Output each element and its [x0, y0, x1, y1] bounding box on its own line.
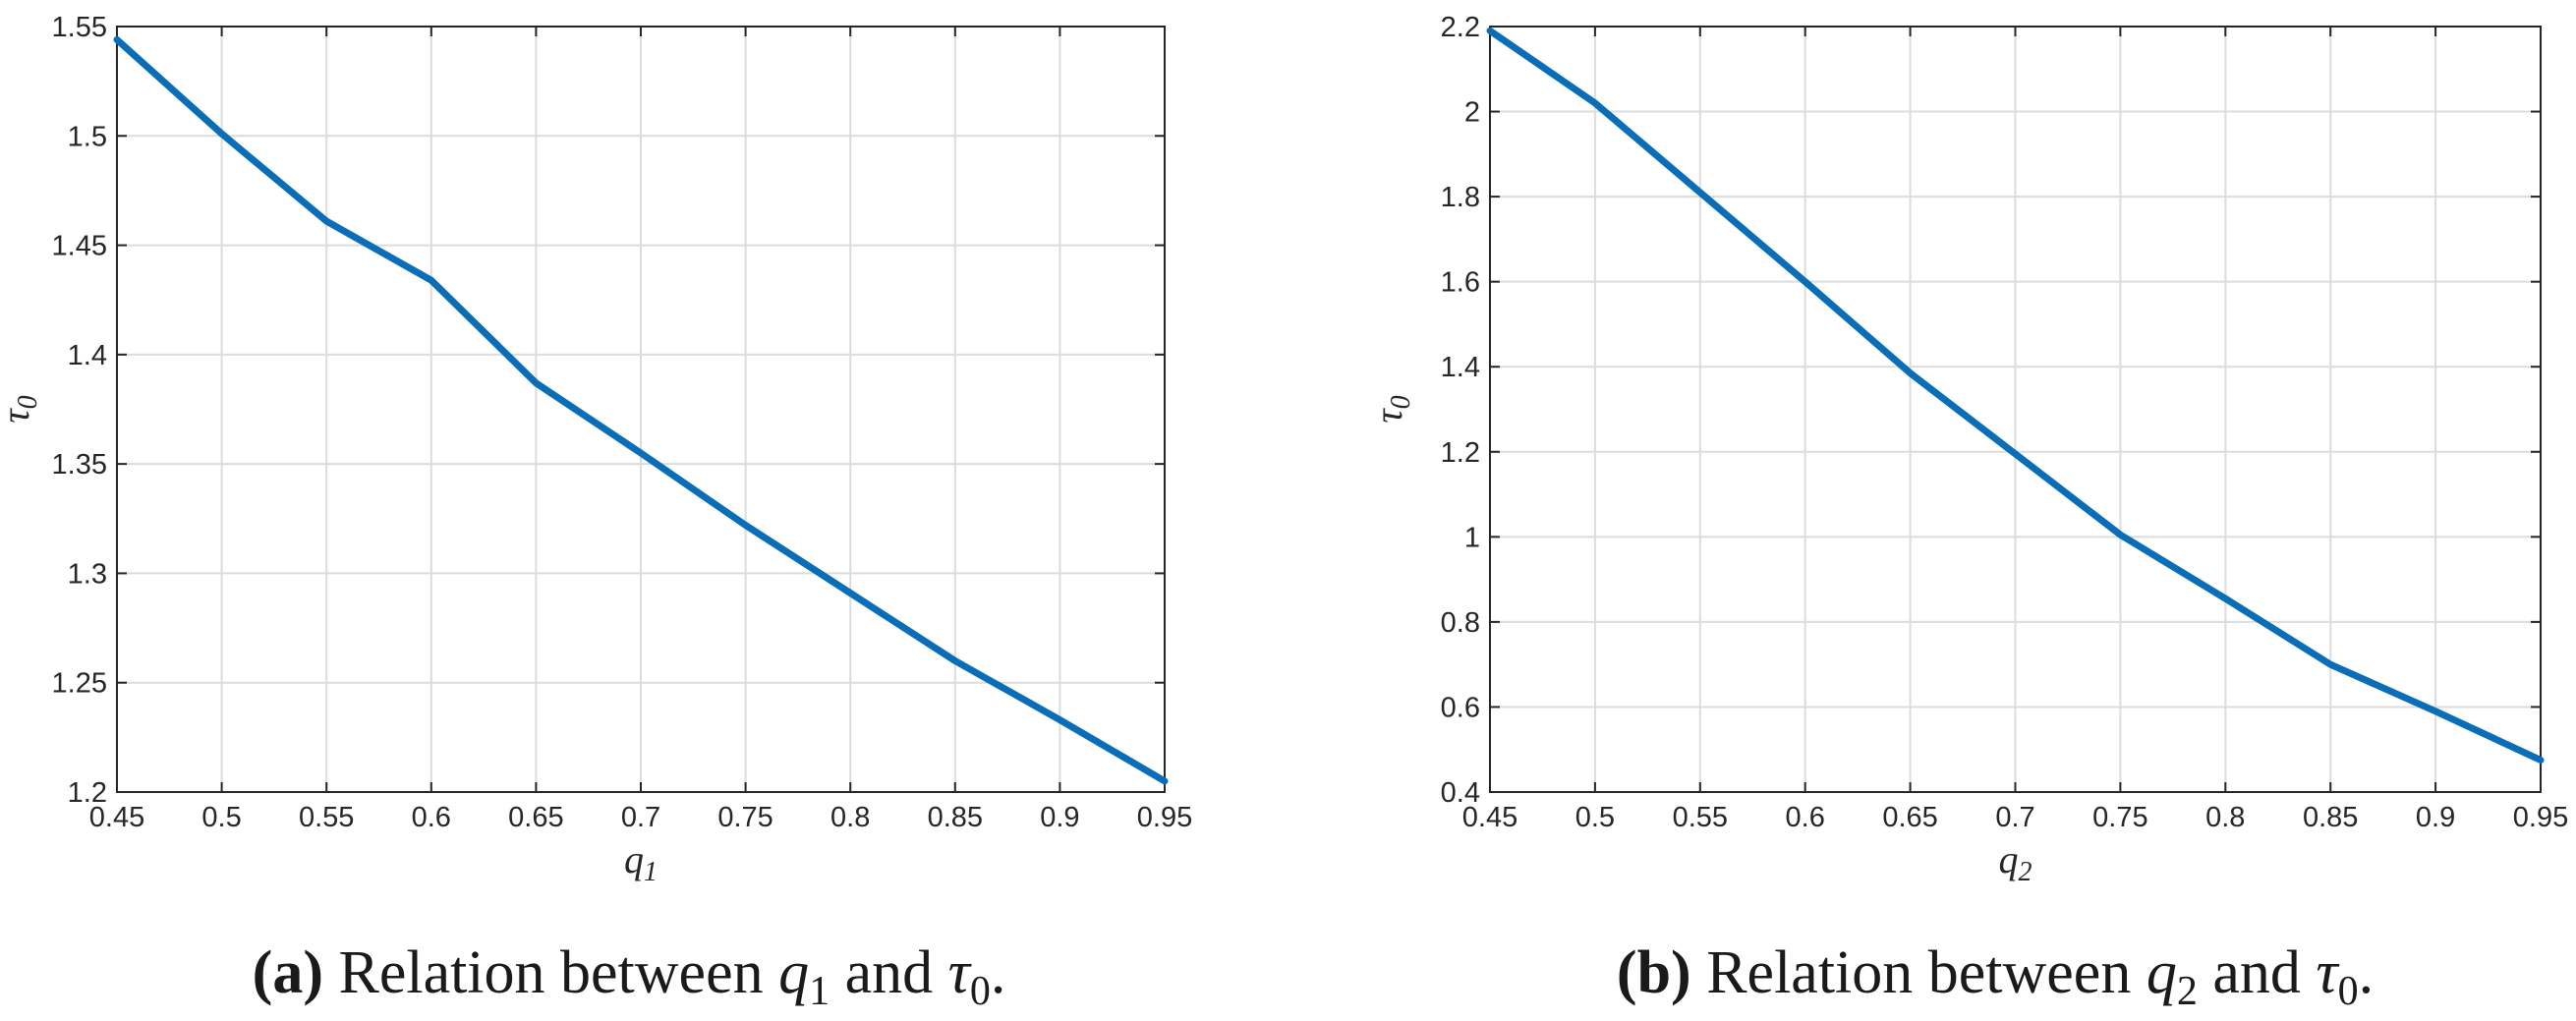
caption-var-sub: 2: [2177, 969, 2198, 1014]
x-tick-label: 0.65: [508, 802, 563, 833]
x-tick-label: 0.5: [1575, 802, 1615, 833]
x-tick-label: 0.55: [1673, 802, 1728, 833]
y-tick-label: 1.6: [1441, 267, 1480, 299]
x-tick-labels: 0.45 0.5 0.55 0.6 0.65 0.7 0.75 0.8 0.85 0.9 0.95: [89, 802, 1192, 833]
chart-panel-a: 0.45 0.5 0.55 0.6 0.65 0.7 0.75 0.8 0.85 0.9 0.95 …: [0, 12, 1192, 1018]
x-tick-label: 0.65: [1882, 802, 1937, 833]
y-tick-labels: 0.4 0.6 0.8 1 1.2 1.4 1.6 1.8 2 2.2: [1441, 12, 1480, 809]
y-tick-label: 1.2: [1441, 437, 1480, 469]
y-tick-label: 1: [1464, 522, 1480, 553]
x-tick-labels: 0.45 0.5 0.55 0.6 0.65 0.7 0.75 0.8 0.85 0.9 0.95: [1462, 802, 2568, 833]
y-tick-label: 1.4: [68, 340, 107, 371]
caption-b: (b) Relation between q2 and τ0.: [1617, 939, 2374, 1018]
x-tick-label: 0.95: [1137, 802, 1192, 833]
y-tick-label: 1.5: [68, 121, 107, 152]
x-axis-label-sub: 1: [644, 857, 658, 887]
grid-lines: [1489, 26, 2542, 793]
chart-panel-b: 0.45 0.5 0.55 0.6 0.65 0.7 0.75 0.8 0.85 0.9 0.95 …: [1366, 12, 2568, 1018]
caption-middle: and: [2212, 939, 2301, 1006]
x-tick-label: 0.75: [2092, 802, 2147, 833]
x-tick-label: 0.85: [2303, 802, 2358, 833]
series-line: [1486, 27, 2545, 764]
x-axis-label-sub: 2: [2019, 857, 2032, 887]
x-tick-label: 0.6: [412, 802, 451, 833]
y-tick-label: 1.2: [68, 777, 107, 809]
tick-marks: [116, 26, 1166, 793]
x-tick-label: 0.9: [1040, 802, 1079, 833]
y-tick-label: 1.35: [52, 449, 107, 481]
y-tick-label: 0.4: [1441, 777, 1480, 809]
y-tick-label: 1.25: [52, 668, 107, 700]
x-axis-label-var: q: [624, 837, 644, 881]
caption-end: .: [2359, 939, 2375, 1006]
x-tick-label: 0.9: [2416, 802, 2455, 833]
caption-var2-sub: 0: [970, 969, 991, 1014]
caption-text: Relation between: [1706, 939, 2131, 1006]
caption-end: .: [991, 939, 1006, 1006]
tick-marks: [1489, 26, 2542, 793]
y-tick-label: 0.6: [1441, 692, 1480, 723]
y-tick-label: 2.2: [1441, 12, 1480, 43]
caption-middle: and: [845, 939, 934, 1006]
x-tick-label: 0.7: [1995, 802, 2034, 833]
caption-label: (a): [253, 939, 323, 1006]
caption-a: (a) Relation between q1 and τ0.: [253, 939, 1006, 1018]
x-tick-label: 0.85: [928, 802, 983, 833]
y-axis-label: τ0: [0, 395, 43, 423]
y-tick-label: 0.8: [1441, 607, 1480, 639]
y-tick-label: 1.8: [1441, 182, 1480, 213]
y-tick-label: 1.45: [52, 231, 107, 262]
y-tick-label: 2: [1464, 97, 1480, 129]
y-axis-label-var: τ: [0, 408, 37, 424]
x-axis-label-var: q: [1999, 837, 2019, 881]
y-axis-label-var: τ: [1366, 408, 1410, 424]
x-tick-label: 0.8: [830, 802, 870, 833]
x-tick-label: 0.75: [717, 802, 773, 833]
x-axis-label: q1: [624, 837, 658, 887]
x-tick-label: 0.55: [299, 802, 354, 833]
caption-var2: τ: [948, 939, 973, 1006]
series-line: [113, 35, 1169, 785]
caption-var: q: [2147, 939, 2177, 1006]
y-tick-labels: 1.2 1.25 1.3 1.35 1.4 1.45 1.5 1.55: [52, 12, 107, 809]
caption-var-sub: 1: [809, 969, 830, 1014]
y-axis-label-sub: 0: [1386, 395, 1416, 409]
y-tick-label: 1.55: [52, 12, 107, 43]
grid-lines: [116, 26, 1166, 793]
x-tick-label: 0.6: [1786, 802, 1825, 833]
caption-var: q: [778, 939, 809, 1006]
caption-label: (b): [1617, 939, 1691, 1006]
y-axis-label: τ0: [1366, 395, 1416, 423]
y-tick-label: 1.3: [68, 558, 107, 590]
x-tick-label: 0.7: [621, 802, 660, 833]
x-tick-label: 0.8: [2205, 802, 2245, 833]
caption-text: Relation between: [338, 939, 763, 1006]
x-tick-label: 0.45: [89, 802, 144, 833]
x-tick-label: 0.45: [1462, 802, 1517, 833]
x-tick-label: 0.5: [201, 802, 241, 833]
y-tick-label: 1.4: [1441, 352, 1480, 383]
x-axis-label: q2: [1999, 837, 2032, 887]
caption-var2-sub: 0: [2338, 969, 2359, 1014]
x-tick-label: 0.95: [2513, 802, 2568, 833]
y-axis-label-sub: 0: [13, 395, 43, 409]
caption-var2: τ: [2316, 939, 2340, 1006]
